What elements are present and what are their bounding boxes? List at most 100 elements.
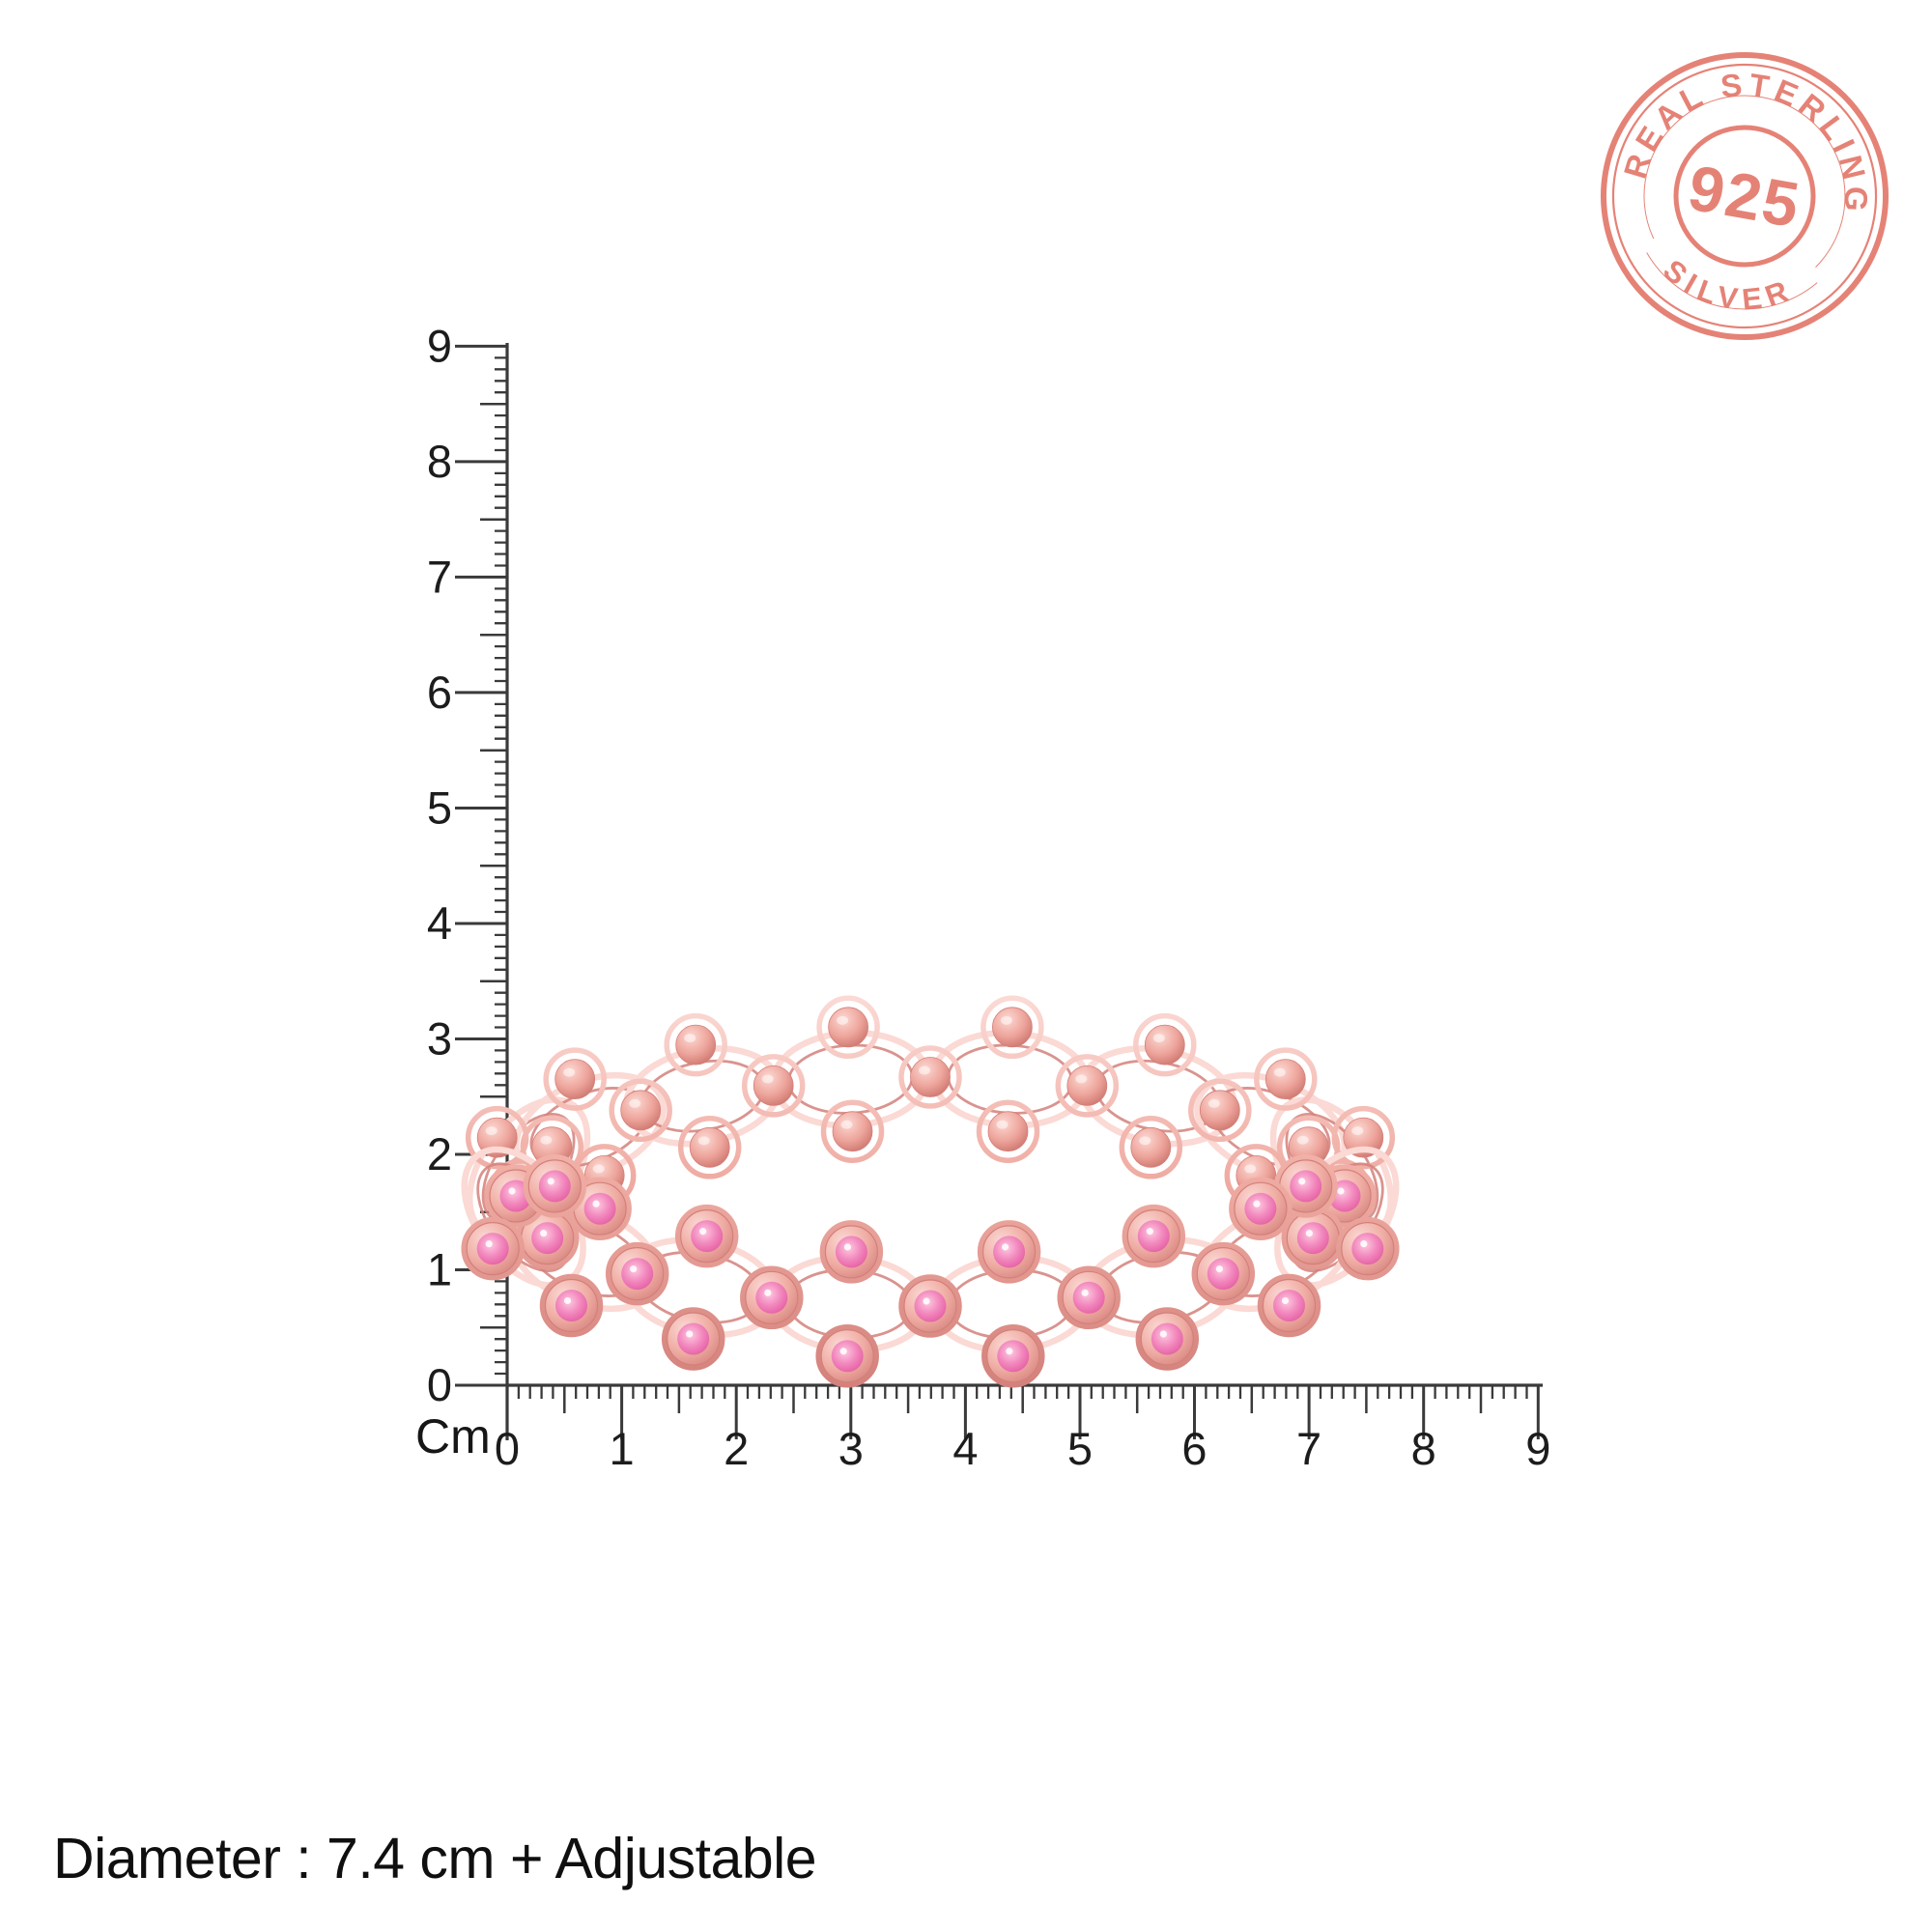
stamp-outer-ring [1601, 52, 1889, 340]
stone-sparkle [764, 1289, 772, 1296]
bracelet-scallop-ring [677, 1116, 742, 1179]
bracelet-stone [835, 1236, 867, 1268]
vertical-ruler-label: 8 [427, 436, 452, 487]
bracelet-scallop-ring [1191, 1241, 1256, 1306]
bracelet-stone [1296, 1222, 1329, 1255]
bracelet-scallop-ring [1254, 1047, 1318, 1111]
bead-highlight [1273, 1067, 1286, 1077]
vertical-ruler-label: 6 [427, 667, 452, 718]
bracelet-bead [992, 1007, 1033, 1048]
bracelet-stone [538, 1170, 571, 1203]
bead-highlight [1075, 1074, 1088, 1084]
horizontal-ruler-label: 1 [610, 1423, 635, 1474]
stone-sparkle [1006, 1348, 1013, 1355]
bracelet-scallop-ring [1119, 1116, 1183, 1179]
stamp-925-text: 925 [1683, 151, 1805, 241]
bracelet-stone [1244, 1192, 1277, 1225]
bead-highlight [629, 1098, 641, 1108]
bracelet-stone [555, 1290, 587, 1321]
bracelet-scallop-ring [661, 1307, 725, 1371]
stone-sparkle [592, 1200, 600, 1208]
stamp-thin-ring [1611, 63, 1878, 329]
ruler-labels: 9 8 7 6 5 4 3 2 1 00 1 2 3 4 5 6 7 8 9 [427, 320, 1551, 1474]
bead-highlight [837, 1015, 849, 1025]
bracelet-scallop-ring [664, 1012, 727, 1077]
stone-sparkle [1298, 1178, 1306, 1185]
stamp-inner-circle [1673, 125, 1816, 268]
bracelet-stone [755, 1281, 788, 1314]
bracelet-bead [1343, 1117, 1384, 1158]
stone-sparkle [630, 1265, 638, 1273]
bracelet-stone [831, 1340, 864, 1373]
bracelet-scallop-ring [740, 1265, 804, 1330]
vertical-ruler-label: 7 [427, 551, 452, 602]
bracelet-scallop-ring [1133, 1012, 1197, 1077]
bracelet-bead [554, 1059, 596, 1099]
bracelet-scallop-ring [981, 1323, 1045, 1388]
vertical-ruler-label: 0 [427, 1359, 452, 1410]
vertical-ruler-label: 3 [427, 1013, 452, 1065]
horizontal-ruler-label: 4 [952, 1423, 978, 1474]
bracelet-scallop-ring [543, 1047, 607, 1111]
stone-sparkle [508, 1187, 516, 1195]
stone-sparkle [1001, 1243, 1009, 1251]
bracelet-scallop-ring [465, 1105, 529, 1170]
stone-sparkle [563, 1296, 572, 1305]
bead-highlight [592, 1164, 605, 1174]
bracelet-stone [1290, 1170, 1322, 1203]
stone-sparkle [1146, 1228, 1153, 1236]
bracelet-bead [828, 1007, 868, 1048]
stone-sparkle [1360, 1239, 1368, 1248]
bracelet-stone [1072, 1281, 1105, 1314]
stone-sparkle [1215, 1265, 1223, 1273]
bead-highlight [684, 1034, 696, 1043]
stone-sparkle [1337, 1187, 1345, 1195]
horizontal-ruler-label: 6 [1181, 1423, 1207, 1474]
bead-highlight [1296, 1135, 1309, 1145]
stone-sparkle [843, 1243, 852, 1251]
bracelet-stone [583, 1192, 616, 1225]
bead-highlight [1351, 1126, 1364, 1136]
bead-highlight [1244, 1164, 1257, 1174]
bracelet-stone [1351, 1233, 1384, 1265]
bracelet-bead [1264, 1059, 1306, 1099]
stamp-rings [1601, 52, 1889, 340]
bracelet-scallop-ring [898, 1045, 962, 1109]
stone-sparkle [1081, 1289, 1089, 1296]
bead-highlight [1152, 1034, 1165, 1043]
bracelet-bead [1066, 1065, 1108, 1106]
bracelet-scallop-ring [1229, 1177, 1293, 1240]
bracelet-scallop-ring [609, 1078, 672, 1143]
horizontal-ruler-label: 3 [838, 1423, 864, 1474]
stone-sparkle [1305, 1230, 1313, 1237]
stone-sparkle [1159, 1330, 1167, 1338]
bracelet-stone [677, 1322, 710, 1355]
stone-sparkle [686, 1330, 694, 1338]
bracelet-scallop-ring [523, 1154, 587, 1218]
bracelet-stone [476, 1233, 509, 1265]
bracelet-scallop-ring [1336, 1216, 1400, 1281]
bracelet-bead [1130, 1126, 1172, 1168]
bracelet-scallop-ring [539, 1273, 604, 1338]
bead-highlight [840, 1120, 853, 1129]
bracelet-bead [476, 1117, 518, 1158]
vertical-ruler-label: 5 [427, 781, 452, 833]
bracelet-scallop-ring [1135, 1307, 1200, 1371]
product-caption: Diameter : 7.4 cm + Adjustable [53, 1827, 817, 1890]
bracelet-bead [675, 1024, 717, 1065]
bracelet-scallop-ring [976, 1099, 1040, 1163]
stone-sparkle [540, 1230, 548, 1237]
bracelet-stone [1273, 1290, 1305, 1321]
horizontal-ruler-label: 0 [495, 1423, 520, 1474]
bracelet-scallop-ring [898, 1274, 962, 1338]
stone-sparkle [547, 1178, 554, 1185]
bead-highlight [1139, 1136, 1151, 1146]
bead-highlight [761, 1074, 774, 1084]
bracelet-scallop-ring [674, 1204, 739, 1268]
bracelet-scallop-ring [1122, 1204, 1186, 1268]
bracelet-bead [753, 1065, 794, 1106]
bracelet-back-band [465, 995, 1396, 1240]
bracelet-bead [910, 1057, 951, 1097]
bracelet-scallop-ring [1055, 1054, 1120, 1118]
bracelet-bead [832, 1111, 873, 1152]
